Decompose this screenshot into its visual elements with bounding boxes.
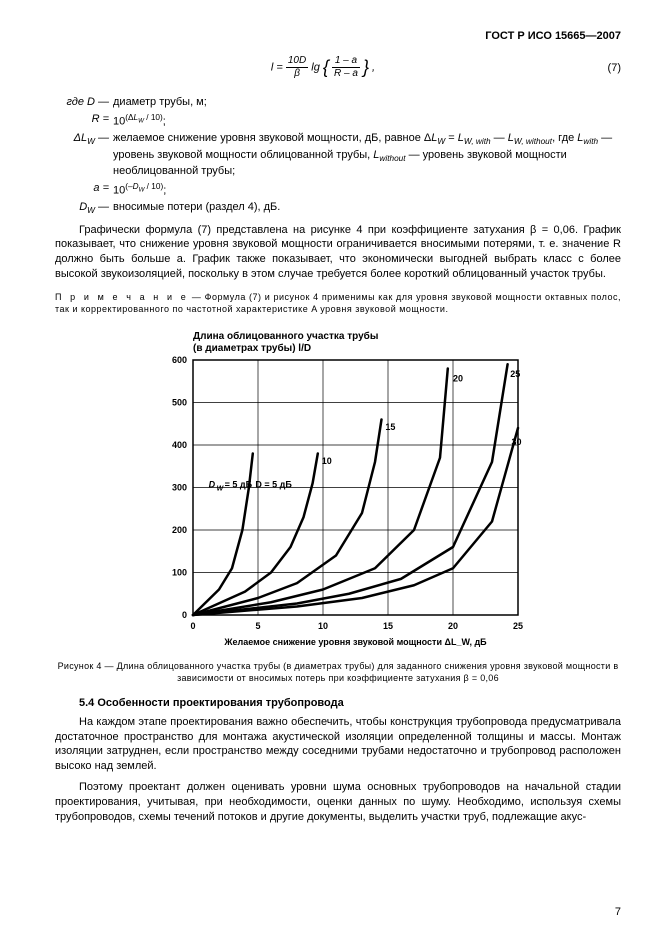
svg-text:D: D — [209, 480, 216, 490]
section-p2: Поэтому проектант должен оценивать уровн… — [55, 780, 621, 825]
svg-text:0: 0 — [190, 621, 195, 631]
note: П р и м е ч а н и е — Формула (7) и рису… — [55, 292, 621, 315]
def-dLW: ΔLW — желаемое снижение уровня звуковой … — [55, 131, 621, 178]
svg-text:20: 20 — [448, 621, 458, 631]
formula-frac2: 1 – a R – a — [332, 56, 360, 79]
svg-text:25: 25 — [513, 621, 523, 631]
figure-4-caption: Рисунок 4 — Длина облицованного участка … — [55, 661, 621, 684]
def-DW: DW — вносимые потери (раздел 4), дБ. — [55, 200, 621, 216]
svg-text:500: 500 — [172, 398, 187, 408]
svg-text:(в диаметрах трубы) l/D: (в диаметрах трубы) l/D — [193, 342, 311, 354]
formula-lg: lg — [311, 61, 320, 73]
section-5-4-heading: 5.4 Особенности проектирования трубопров… — [79, 697, 621, 709]
svg-text:Длина облицованного участка тр: Длина облицованного участка трубы — [193, 330, 378, 342]
svg-text:10: 10 — [322, 457, 332, 467]
paragraph-1: Графически формула (7) представлена на р… — [55, 223, 621, 282]
note-lead: П р и м е ч а н и е — [55, 292, 189, 302]
svg-text:15: 15 — [385, 423, 395, 433]
svg-text:5: 5 — [255, 621, 260, 631]
svg-text:15: 15 — [383, 621, 393, 631]
svg-text:100: 100 — [172, 568, 187, 578]
def-R: R = 10(ΔLW / 10); — [55, 112, 621, 130]
formula-trail: , — [372, 61, 375, 73]
svg-text:10: 10 — [318, 621, 328, 631]
def-a: a = 10(–DW / 10); — [55, 181, 621, 199]
svg-text:25: 25 — [510, 369, 520, 379]
svg-text:600: 600 — [172, 355, 187, 365]
formula-number: (7) — [591, 62, 621, 74]
chart-svg: Длина облицованного участка трубы(в диам… — [138, 325, 538, 655]
svg-text:0: 0 — [182, 610, 187, 620]
svg-text:Желаемое снижение уровня звуко: Желаемое снижение уровня звуковой мощнос… — [223, 637, 487, 647]
svg-text:W: W — [217, 486, 225, 493]
svg-text:200: 200 — [172, 525, 187, 535]
figure-4-chart: Длина облицованного участка трубы(в диам… — [55, 325, 621, 655]
page: ГОСТ Р ИСО 15665—2007 l = 10D β lg { 1 –… — [0, 0, 661, 936]
section-p1: На каждом этапе проектирования важно обе… — [55, 715, 621, 774]
def-D: где D — диаметр трубы, м; — [55, 95, 621, 110]
document-header: ГОСТ Р ИСО 15665—2007 — [55, 30, 621, 42]
svg-text:20: 20 — [453, 374, 463, 384]
formula-body: l = 10D β lg { 1 – a R – a } , — [55, 56, 591, 79]
svg-text:D = 5 дБ: D = 5 дБ — [255, 480, 292, 490]
brace-right: } — [363, 57, 369, 78]
page-number: 7 — [615, 906, 621, 918]
brace-left: { — [323, 57, 329, 78]
svg-text:300: 300 — [172, 483, 187, 493]
svg-text:30: 30 — [512, 437, 522, 447]
svg-text:= 5 дБ: = 5 дБ — [225, 480, 253, 490]
definitions: где D — диаметр трубы, м; R = 10(ΔLW / 1… — [55, 95, 621, 217]
svg-text:400: 400 — [172, 440, 187, 450]
formula-7: l = 10D β lg { 1 – a R – a } , (7) — [55, 56, 621, 79]
formula-frac1: 10D β — [286, 56, 308, 79]
formula-lhs: l = — [271, 61, 286, 73]
